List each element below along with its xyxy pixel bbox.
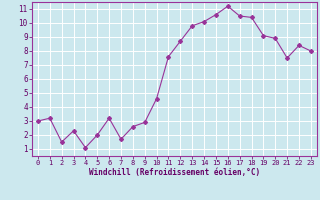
X-axis label: Windchill (Refroidissement éolien,°C): Windchill (Refroidissement éolien,°C) xyxy=(89,168,260,177)
